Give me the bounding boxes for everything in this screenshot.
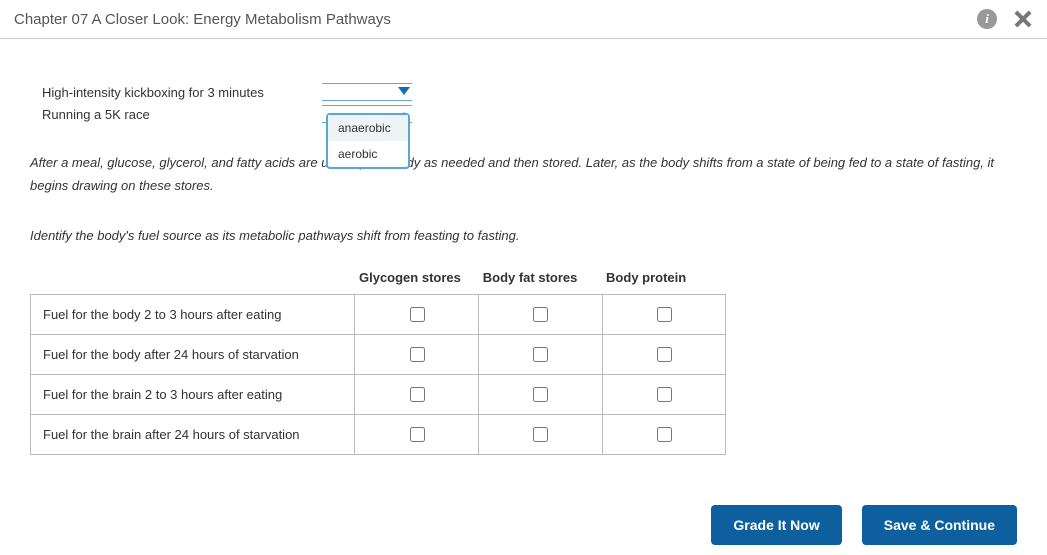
checkbox-cell [479,414,602,454]
checkbox-cell [602,374,725,414]
save-continue-button[interactable]: Save & Continue [862,505,1017,545]
checkbox-cell [355,414,479,454]
dropdown-slot-1[interactable] [322,83,412,101]
activity-row: Running a 5K race anaerobic aerobic [42,105,1017,123]
fuel-checkbox[interactable] [533,387,548,402]
checkbox-cell [355,374,479,414]
info-icon[interactable]: i [977,9,997,29]
header-bar: Chapter 07 A Closer Look: Energy Metabol… [0,0,1047,39]
checkbox-cell [479,374,602,414]
column-header: Body fat stores [479,261,602,295]
instruction-paragraph-2: Identify the body's fuel source as its m… [30,228,1017,243]
column-header: Glycogen stores [355,261,479,295]
table-row: Fuel for the body 2 to 3 hours after eat… [31,294,726,334]
instruction-paragraph-1: After a meal, glucose, glycerol, and fat… [30,151,1017,198]
activity-label: Running a 5K race [42,107,322,122]
table-row: Fuel for the brain after 24 hours of sta… [31,414,726,454]
checkbox-cell [602,334,725,374]
table-corner [31,261,355,295]
fuel-checkbox[interactable] [533,427,548,442]
row-label: Fuel for the body after 24 hours of star… [31,334,355,374]
fuel-checkbox[interactable] [533,307,548,322]
table-row: Fuel for the brain 2 to 3 hours after ea… [31,374,726,414]
checkbox-cell [602,414,725,454]
checkbox-cell [602,294,725,334]
content-area: High-intensity kickboxing for 3 minutes … [0,39,1047,475]
dropdown-option-aerobic[interactable]: aerobic [328,141,408,167]
table-row: Fuel for the body after 24 hours of star… [31,334,726,374]
activity-label: High-intensity kickboxing for 3 minutes [42,85,322,100]
column-header: Body protein [602,261,725,295]
row-label: Fuel for the brain after 24 hours of sta… [31,414,355,454]
fuel-checkbox[interactable] [410,347,425,362]
grade-button[interactable]: Grade It Now [711,505,841,545]
footer-actions: Grade It Now Save & Continue [0,475,1047,555]
chevron-down-icon [398,87,410,95]
fuel-checkbox[interactable] [410,387,425,402]
row-label: Fuel for the brain 2 to 3 hours after ea… [31,374,355,414]
fuel-checkbox[interactable] [657,307,672,322]
fuel-checkbox[interactable] [657,387,672,402]
close-icon[interactable] [1011,8,1033,30]
page-title: Chapter 07 A Closer Look: Energy Metabol… [14,11,977,28]
checkbox-cell [479,294,602,334]
fuel-checkbox[interactable] [657,427,672,442]
activity-row: High-intensity kickboxing for 3 minutes [42,83,1017,101]
checkbox-cell [479,334,602,374]
fuel-checkbox[interactable] [533,347,548,362]
checkbox-cell [355,334,479,374]
dropdown-menu: anaerobic aerobic [326,113,410,169]
fuel-checkbox[interactable] [410,427,425,442]
header-icons: i [977,8,1033,30]
row-label: Fuel for the body 2 to 3 hours after eat… [31,294,355,334]
checkbox-cell [355,294,479,334]
fuel-checkbox[interactable] [410,307,425,322]
fuel-source-table: Glycogen stores Body fat stores Body pro… [30,261,726,455]
fuel-checkbox[interactable] [657,347,672,362]
dropdown-option-anaerobic[interactable]: anaerobic [328,115,408,141]
